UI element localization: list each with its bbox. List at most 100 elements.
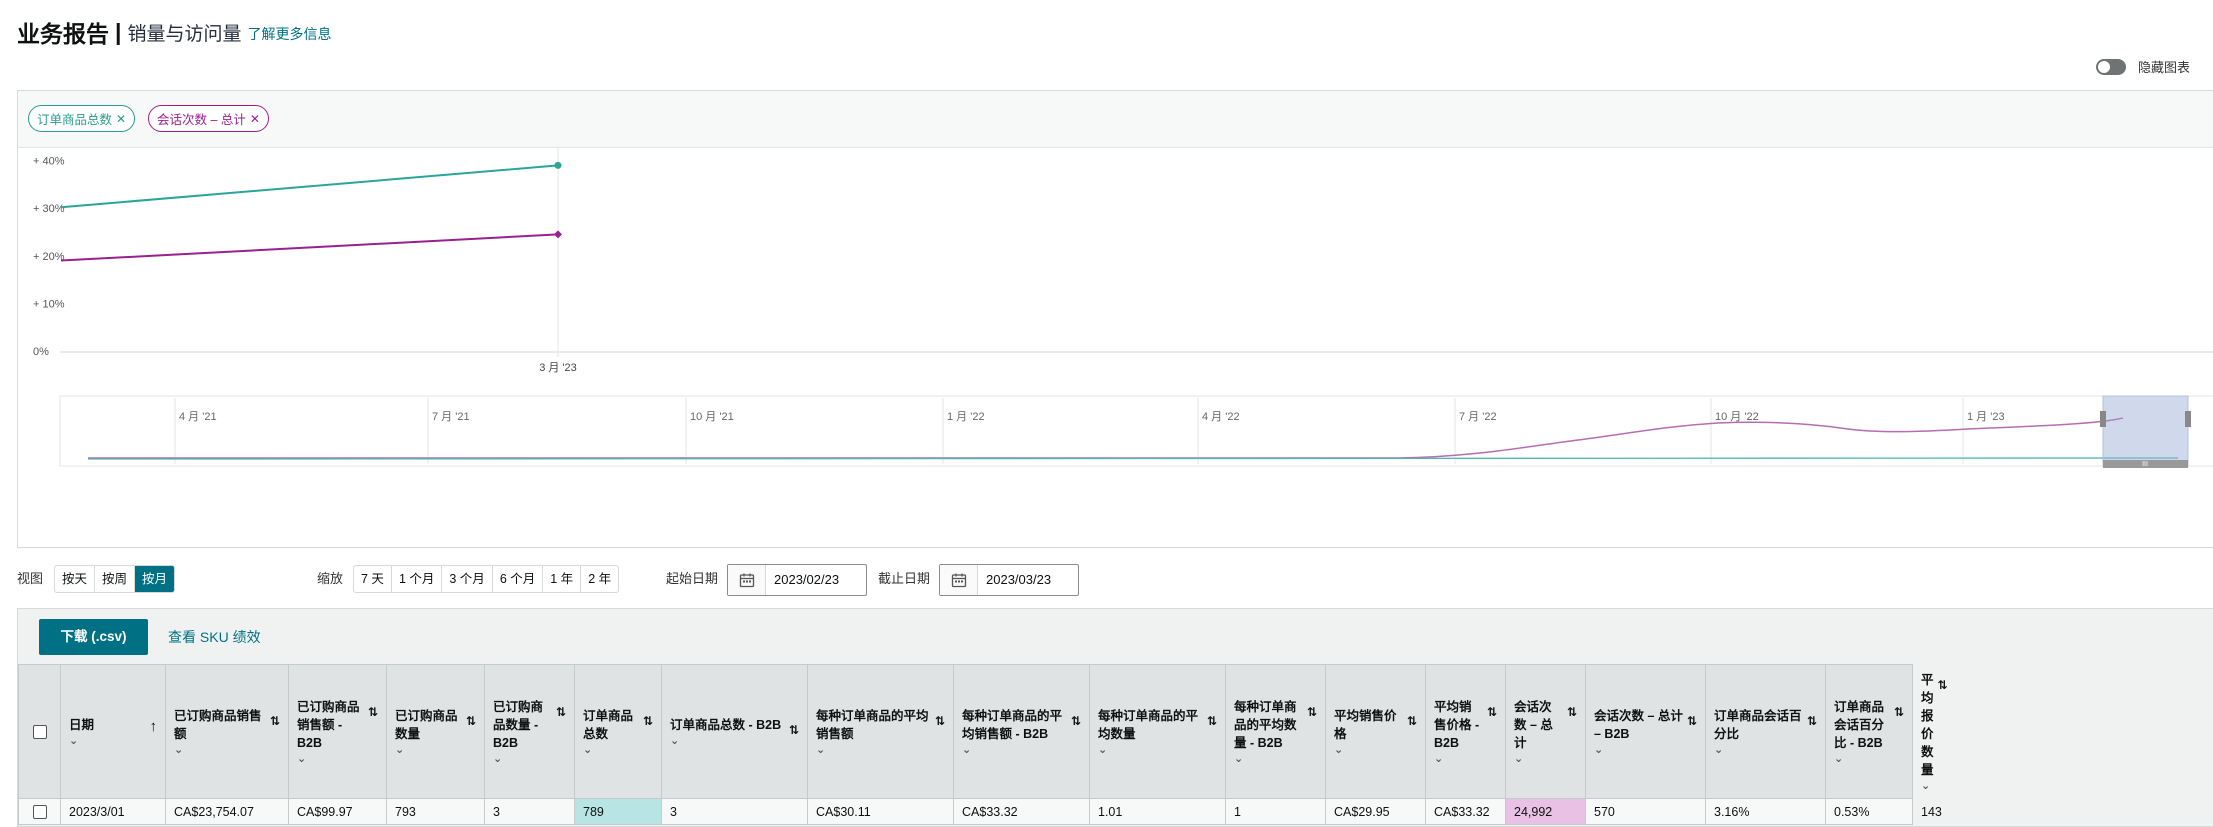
column-header[interactable]: 会话次数 – 总计 – B2B ⌄ ⇅ — [1585, 664, 1706, 799]
row-checkbox[interactable] — [32, 804, 47, 819]
view-selector[interactable]: 按天 按周 按月 — [54, 565, 176, 593]
chevron-down-icon[interactable]: ⌄ — [174, 744, 184, 756]
sort-icon[interactable]: ⇅ — [1566, 705, 1577, 719]
view-option[interactable]: 按周 — [95, 566, 136, 592]
chevron-down-icon[interactable]: ⌄ — [493, 753, 503, 765]
chevron-down-icon[interactable]: ⌄ — [1434, 753, 1444, 765]
column-header[interactable]: 订单商品会话百分比 ⌄ ⇅ — [1705, 664, 1826, 799]
column-header[interactable]: 每种订单商品的平均销售额 - B2B ⌄ ⇅ — [953, 664, 1090, 799]
chevron-down-icon[interactable]: ⌄ — [1921, 780, 1931, 792]
navigator-area[interactable] — [59, 395, 2213, 467]
column-header[interactable]: 已订购商品销售额 ⌄ ⇅ — [165, 664, 289, 799]
column-label: 订单商品会话百分比 - B2B — [1834, 700, 1885, 750]
sort-icon[interactable]: ⇅ — [934, 714, 945, 728]
sort-ascending-icon[interactable]: ↑ — [149, 718, 158, 735]
close-icon[interactable]: ✕ — [249, 111, 260, 126]
column-header[interactable]: 订单商品会话百分比 - B2B ⌄ ⇅ — [1825, 664, 1913, 799]
column-header[interactable]: 每种订单商品的平均销售额 ⌄ ⇅ — [807, 664, 954, 799]
zoom-option[interactable]: 3 个月 — [442, 566, 493, 592]
column-header[interactable]: 日期 ⌄ ↑ — [60, 664, 166, 799]
table-cell: 3 — [484, 798, 575, 825]
series-point[interactable] — [554, 161, 562, 169]
start-date-field[interactable]: 2023/02/23 — [727, 564, 867, 596]
column-header[interactable]: 订单商品总数 ⌄ ⇅ — [574, 664, 662, 799]
series-point[interactable] — [554, 230, 562, 239]
report-table-container: 日期 ⌄ ↑ 已订购商品销售额 ⌄ ⇅ 已订购商品销售额 - B2B ⌄ ⇅ 已订购商品数量 ⌄ ⇅ 已… — [18, 664, 2013, 827]
y-tick-label: + 10% — [33, 298, 65, 310]
chevron-down-icon[interactable]: ⌄ — [1334, 744, 1344, 756]
chevron-down-icon[interactable]: ⌄ — [1834, 753, 1844, 765]
view-option[interactable]: 按月 — [135, 566, 175, 592]
sort-icon[interactable]: ⇅ — [1937, 678, 1948, 692]
chip-label: 会话次数 – 总计 — [157, 113, 246, 127]
sort-icon[interactable]: ⇅ — [1206, 714, 1217, 728]
hide-chart-toggle[interactable]: 隐藏图表 — [2096, 57, 2190, 76]
end-date-field[interactable]: 2023/03/23 — [939, 564, 1079, 596]
sort-icon[interactable]: ⇅ — [1306, 705, 1317, 719]
column-header[interactable]: 订单商品总数 - B2B ⌄ ⇅ — [661, 664, 808, 799]
sku-performance-link[interactable]: 查看 SKU 绩效 — [168, 629, 261, 645]
column-header[interactable]: 已订购商品销售额 - B2B ⌄ ⇅ — [288, 664, 387, 799]
sort-icon[interactable]: ⇅ — [1486, 705, 1497, 719]
column-header[interactable]: 会话次数 – 总计 ⌄ ⇅ — [1505, 664, 1586, 799]
chevron-down-icon[interactable]: ⌄ — [1594, 744, 1604, 756]
sort-icon[interactable]: ⇅ — [269, 714, 280, 728]
chevron-down-icon[interactable]: ⌄ — [962, 744, 972, 756]
column-label: 平均销售价格 - B2B — [1434, 700, 1480, 750]
sort-icon[interactable]: ⇅ — [788, 723, 799, 737]
calendar-icon[interactable] — [940, 565, 978, 595]
navigator-left-handle[interactable] — [2100, 411, 2106, 427]
column-header[interactable]: 平均销售价格 - B2B ⌄ ⇅ — [1425, 664, 1506, 799]
zoom-option[interactable]: 2 年 — [588, 572, 612, 586]
chevron-down-icon[interactable]: ⌄ — [1714, 744, 1724, 756]
start-date-value[interactable]: 2023/02/23 — [774, 572, 840, 587]
navigator-label: 4 月 '21 — [179, 411, 217, 423]
sort-icon[interactable]: ⇅ — [1406, 714, 1417, 728]
view-option[interactable]: 按天 — [55, 566, 96, 592]
metric-chip-sessions[interactable]: 会话次数 – 总计 ✕ — [148, 105, 269, 132]
sort-icon[interactable]: ⇅ — [1806, 714, 1817, 728]
chevron-down-icon[interactable]: ⌄ — [69, 735, 79, 747]
sort-icon[interactable]: ⇅ — [555, 705, 566, 719]
learn-more-link[interactable]: 了解更多信息 — [247, 25, 332, 42]
navigator-right-handle[interactable] — [2185, 411, 2191, 427]
metric-chip-units[interactable]: 订单商品总数 ✕ — [28, 105, 136, 132]
chevron-down-icon[interactable]: ⌄ — [1234, 753, 1244, 765]
chevron-down-icon[interactable]: ⌄ — [395, 744, 405, 756]
zoom-option[interactable]: 7 天 — [354, 566, 392, 592]
column-header[interactable]: 平均销售价格 ⌄ ⇅ — [1325, 664, 1426, 799]
zoom-option[interactable]: 1 年 — [543, 566, 582, 592]
close-icon[interactable]: ✕ — [116, 111, 127, 126]
chevron-down-icon[interactable]: ⌄ — [1514, 753, 1524, 765]
column-label: 订单商品总数 — [583, 709, 634, 741]
column-header[interactable]: 每种订单商品的平均数量 - B2B ⌄ ⇅ — [1225, 664, 1326, 799]
zoom-option[interactable]: 1 个月 — [392, 566, 443, 592]
sort-icon[interactable]: ⇅ — [1070, 714, 1081, 728]
table-cell: 1.01 — [1089, 798, 1226, 825]
chevron-down-icon[interactable]: ⌄ — [297, 753, 307, 765]
chevron-down-icon[interactable]: ⌄ — [816, 744, 826, 756]
sort-icon[interactable]: ⇅ — [1686, 714, 1697, 728]
table-row[interactable]: 2023/3/01 CA$23,754.07 CA$99.97 793 3 789 3 CA$… — [18, 798, 1942, 825]
column-header[interactable]: 已订购商品数量 - B2B ⌄ ⇅ — [484, 664, 575, 799]
sort-icon[interactable]: ⇅ — [1893, 705, 1904, 719]
calendar-icon[interactable] — [728, 565, 766, 595]
zoom-option[interactable]: 6 个月 — [493, 566, 544, 592]
download-csv-button[interactable]: 下载 (.csv) — [39, 619, 148, 655]
chevron-down-icon[interactable]: ⌄ — [1098, 744, 1108, 756]
navigator-scrollbar-grip: III — [2142, 461, 2148, 468]
sort-icon[interactable]: ⇅ — [367, 705, 378, 719]
toggle-switch[interactable] — [2096, 58, 2126, 75]
column-header[interactable]: 每种订单商品的平均数量 ⌄ ⇅ — [1089, 664, 1226, 799]
sort-icon[interactable]: ⇅ — [465, 714, 476, 728]
chevron-down-icon[interactable]: ⌄ — [670, 735, 680, 747]
column-header[interactable]: 已订购商品数量 ⌄ ⇅ — [386, 664, 485, 799]
end-date-value[interactable]: 2023/03/23 — [986, 572, 1052, 587]
table-cell: CA$33.32 — [953, 798, 1090, 825]
navigator-selection[interactable] — [2102, 395, 2189, 467]
sort-icon[interactable]: ⇅ — [642, 714, 653, 728]
chevron-down-icon[interactable]: ⌄ — [583, 744, 593, 756]
select-all-checkbox[interactable] — [32, 724, 47, 739]
navigator-scrollbar[interactable] — [2103, 460, 2188, 468]
